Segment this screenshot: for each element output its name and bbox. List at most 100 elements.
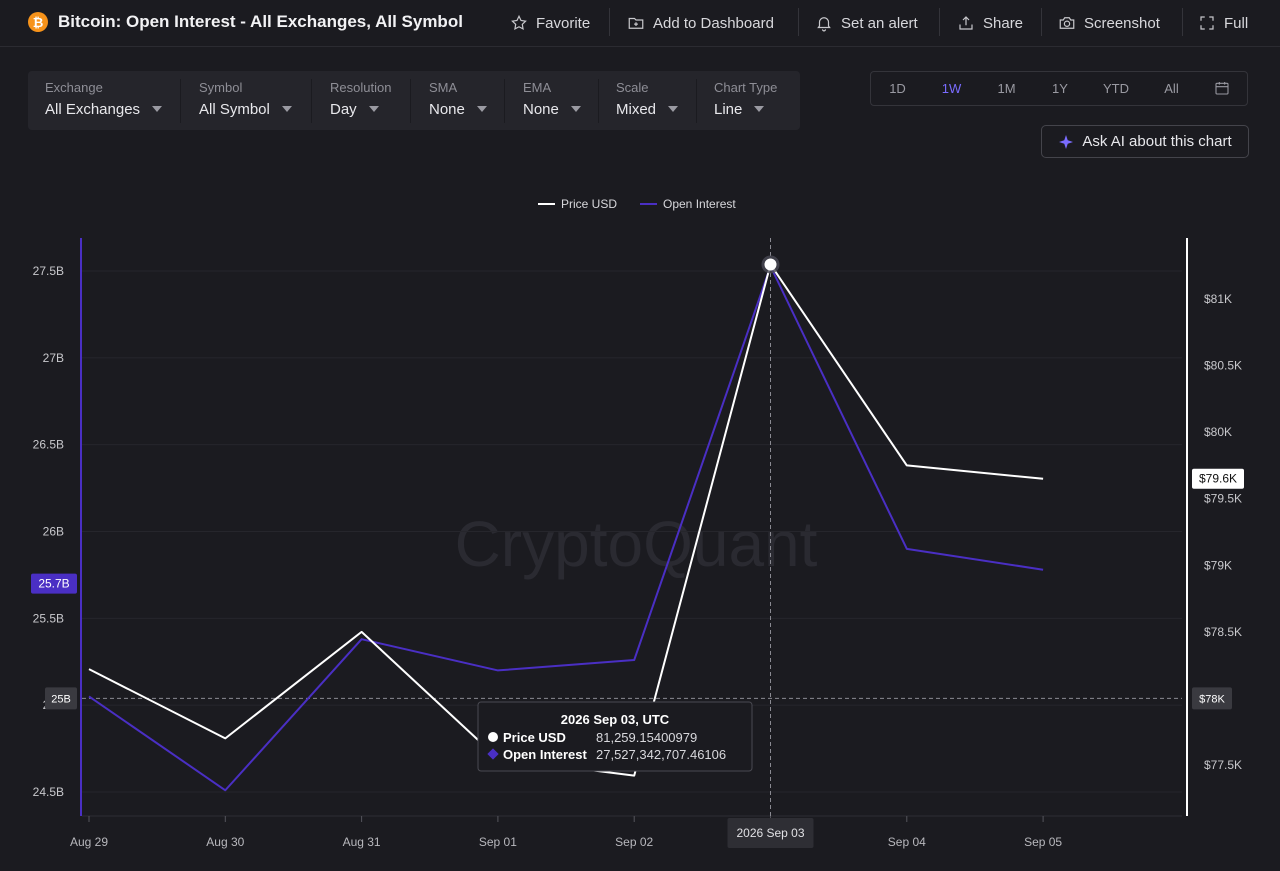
- divider: [311, 79, 312, 123]
- y-right-tick-label: $81K: [1204, 292, 1232, 306]
- ema-value-text: None: [523, 101, 559, 118]
- time-range-selector: 1D 1W 1M 1Y YTD All: [870, 71, 1248, 106]
- y-right-tick-label: $78.5K: [1204, 625, 1242, 639]
- add-to-dashboard-button[interactable]: Add to Dashboard: [627, 0, 774, 46]
- favorite-label: Favorite: [536, 14, 591, 32]
- symbol-value-text: All Symbol: [199, 101, 270, 118]
- price-series-line: [88, 263, 1044, 777]
- fullscreen-button[interactable]: Full: [1198, 0, 1248, 46]
- x-tick-label: Sep 04: [888, 835, 926, 849]
- divider: [180, 79, 181, 123]
- divider: [598, 79, 599, 123]
- y-right-tick-label: $80K: [1204, 425, 1232, 439]
- x-tick-label: Sep 02: [615, 835, 653, 849]
- tooltip-price-dot: [488, 732, 498, 742]
- y-left-tick-label: 26B: [43, 525, 64, 539]
- resolution-value-text: Day: [330, 101, 357, 118]
- ask-ai-button[interactable]: Ask AI about this chart: [1041, 125, 1249, 158]
- dashboard-add-icon: [628, 17, 644, 29]
- y-left-tick-label: 27.5B: [33, 264, 64, 278]
- divider: [410, 79, 411, 123]
- fullscreen-icon: [1200, 16, 1214, 30]
- watermark: CryptoQuant: [455, 508, 818, 580]
- sma-label: SMA: [429, 80, 458, 95]
- page-title: Bitcoin: Open Interest - All Exchanges, …: [58, 12, 463, 31]
- tooltip-open-interest-diamond: [487, 748, 499, 760]
- caret-down-icon: [281, 106, 292, 112]
- x-tick-label: Sep 01: [479, 835, 517, 849]
- scale-value: Mixed: [616, 101, 679, 118]
- star-icon: [511, 14, 527, 31]
- price-last-value-badge: [1192, 468, 1244, 489]
- crosshair-y-right-text: $78K: [1199, 693, 1225, 705]
- chart-type-label: Chart Type: [714, 80, 778, 95]
- y-left-tick-label: 24.5B: [33, 785, 64, 799]
- caret-down-icon: [476, 106, 487, 112]
- bell-icon: [817, 17, 831, 32]
- caret-down-icon: [152, 106, 163, 112]
- chart-type-value: Line: [714, 101, 765, 118]
- chart-type-value-text: Line: [714, 101, 743, 118]
- y-left-tick-label: 25B: [43, 698, 64, 712]
- bitcoin-icon: ₿: [28, 12, 48, 32]
- open-interest-last-value-badge: [31, 573, 77, 594]
- crosshair-y-left-badge: [45, 687, 77, 710]
- filter-bar: Exchange All Exchanges Symbol All Symbol…: [28, 71, 800, 130]
- share-icon: [959, 16, 973, 30]
- calendar-icon: [1215, 82, 1229, 95]
- crosshair-y-left-text: 25B: [51, 693, 71, 705]
- calendar-button[interactable]: [1197, 72, 1247, 105]
- y-left-tick-label: 26.5B: [33, 438, 64, 452]
- y-right-tick-label: $80.5K: [1204, 359, 1242, 373]
- caret-down-icon: [754, 106, 765, 112]
- price-last-value-text: $79.6K: [1199, 472, 1237, 486]
- caret-down-icon: [368, 106, 379, 112]
- sma-value-text: None: [429, 101, 465, 118]
- range-ytd-button[interactable]: YTD: [1103, 81, 1129, 96]
- exchange-label: Exchange: [45, 80, 103, 95]
- crosshair-x-badge: [727, 818, 814, 848]
- set-alert-button[interactable]: Set an alert: [815, 0, 918, 46]
- divider: [504, 79, 505, 123]
- tooltip-price-name: Price USD: [503, 730, 566, 745]
- y-left-tick-label: 27B: [43, 351, 64, 365]
- divider: [1041, 8, 1042, 36]
- range-1y-button[interactable]: 1Y: [1052, 81, 1068, 96]
- y-left-tick-label: 25.5B: [33, 611, 64, 625]
- divider: [609, 8, 610, 36]
- favorite-button[interactable]: Favorite: [510, 0, 590, 46]
- sma-value: None: [429, 101, 487, 118]
- set-alert-label: Set an alert: [841, 14, 918, 32]
- scale-label: Scale: [616, 80, 649, 95]
- screenshot-button[interactable]: Screenshot: [1058, 0, 1160, 46]
- share-button[interactable]: Share: [957, 0, 1023, 46]
- range-all-button[interactable]: All: [1164, 81, 1179, 96]
- tooltip-box: [477, 701, 753, 772]
- fullscreen-label: Full: [1224, 14, 1249, 32]
- x-tick-label: Aug 31: [343, 835, 381, 849]
- divider: [798, 8, 799, 36]
- crosshair-x-text: 2026 Sep 03: [736, 826, 804, 840]
- ema-label: EMA: [523, 80, 552, 95]
- exchange-value: All Exchanges: [45, 101, 163, 118]
- range-1w-button[interactable]: 1W: [941, 81, 962, 96]
- symbol-label: Symbol: [199, 80, 243, 95]
- x-tick-label: Sep 05: [1024, 835, 1062, 849]
- tooltip-price-value: 81,259.15400979: [596, 730, 697, 745]
- tooltip-open-interest-value: 27,527,342,707.46106: [596, 747, 726, 762]
- y-right-tick-label: $79.5K: [1204, 492, 1242, 506]
- crosshair-y-right-badge: [1192, 687, 1232, 710]
- tooltip-open-interest-name: Open Interest: [503, 747, 587, 762]
- hover-point-marker: [764, 258, 777, 271]
- range-1m-button[interactable]: 1M: [997, 81, 1016, 96]
- range-1d-button[interactable]: 1D: [889, 81, 906, 96]
- open-interest-last-value-text: 25.7B: [38, 577, 69, 591]
- open-interest-series-line: [88, 265, 1044, 792]
- exchange-value-text: All Exchanges: [45, 101, 141, 118]
- caret-down-icon: [668, 106, 679, 112]
- camera-icon: [1059, 17, 1075, 29]
- share-label: Share: [983, 14, 1024, 32]
- legend-price-label: Price USD: [561, 197, 617, 211]
- ask-ai-label: Ask AI about this chart: [1082, 133, 1232, 150]
- divider: [696, 79, 697, 123]
